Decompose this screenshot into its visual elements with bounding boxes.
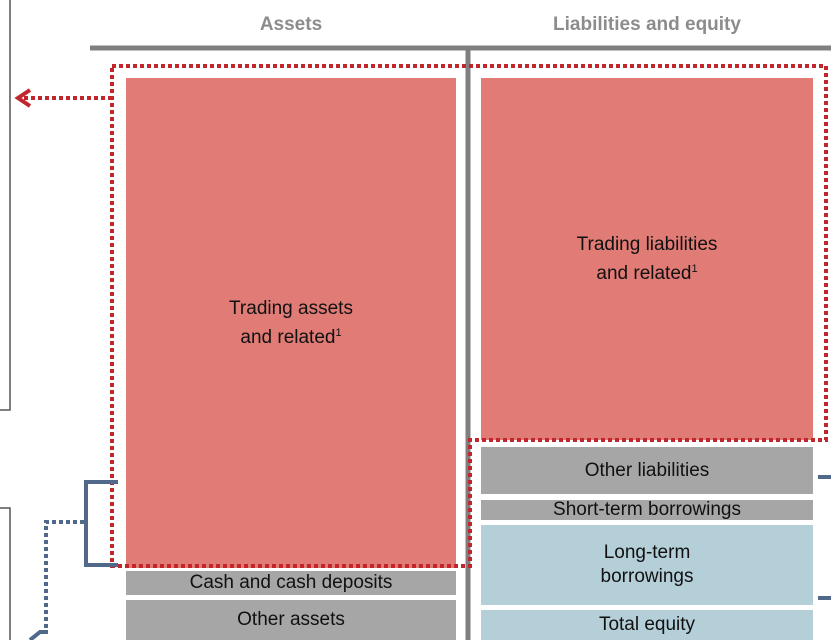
block-label: Cash and cash deposits <box>190 571 393 595</box>
block-label-text: Trading liabilities <box>576 233 718 255</box>
balance-block: Other liabilities <box>481 447 813 494</box>
footnote-mark: 1 <box>691 262 698 275</box>
balance-block: Short-term borrowings <box>481 498 813 522</box>
block-label: Long-term <box>604 541 691 565</box>
balance-block: Total equity <box>481 610 813 640</box>
footnote-mark: 1 <box>335 326 342 339</box>
block-label-text: borrowings <box>600 566 694 587</box>
blue-arrowhead <box>28 630 48 640</box>
block-label-text: Trading assets <box>229 297 353 319</box>
blue-dotted-line <box>44 520 84 632</box>
block-label: and related1 <box>240 321 341 350</box>
column-header: Liabilities and equity <box>553 14 741 35</box>
block-label: borrowings <box>601 565 694 589</box>
left-box-lower <box>0 507 11 640</box>
block-label-text: Short-term borrowings <box>553 499 741 520</box>
block-label: and related1 <box>596 257 697 286</box>
block-label: Total equity <box>599 613 695 637</box>
block-label-text: Other assets <box>237 609 345 630</box>
balance-block: Cash and cash deposits <box>126 571 456 595</box>
balance-block: Long-term borrowings <box>481 525 813 605</box>
blue-bracket <box>84 480 118 567</box>
block-label-text: Other liabilities <box>584 459 710 481</box>
block-label-text: Cash and cash deposits <box>189 572 393 593</box>
balance-block: Other assets <box>126 600 456 640</box>
block-label-text: and related <box>240 326 336 348</box>
block-label-text: Long-term <box>603 542 691 563</box>
column-header: Assets <box>259 14 323 35</box>
block-label: Short-term borrowings <box>553 498 741 522</box>
red-arrowhead <box>14 88 32 108</box>
block-label: Trading liabilities <box>577 233 718 257</box>
left-box <box>0 0 11 411</box>
block-label: Other assets <box>237 608 345 632</box>
block-label-text: and related <box>596 262 692 284</box>
trading-outline <box>110 64 828 568</box>
balance-block: Trading liabilities and related1 <box>481 78 813 440</box>
block-label: Trading assets <box>229 297 353 321</box>
block-label: Other liabilities <box>585 459 710 483</box>
balance-block: Trading assets and related1 <box>126 78 456 568</box>
block-label-text: Total equity <box>598 614 696 635</box>
